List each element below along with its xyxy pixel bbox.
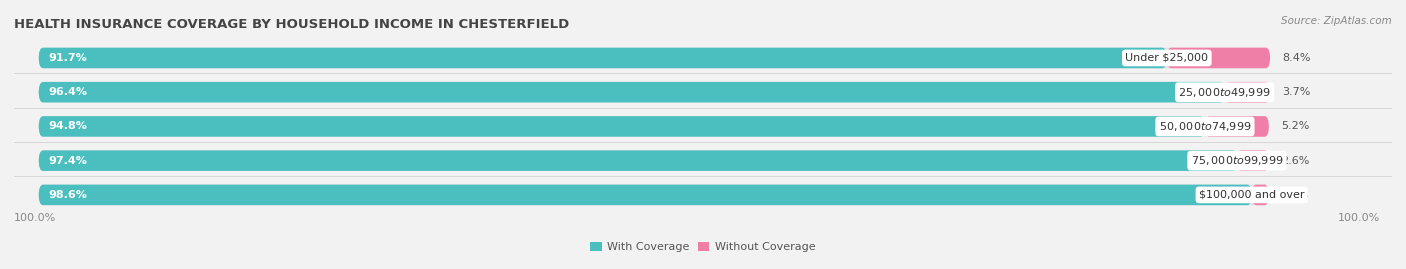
Legend: With Coverage, Without Coverage: With Coverage, Without Coverage xyxy=(586,237,820,256)
FancyBboxPatch shape xyxy=(39,185,1251,205)
FancyBboxPatch shape xyxy=(39,150,1268,171)
FancyBboxPatch shape xyxy=(1237,150,1268,171)
Text: 96.4%: 96.4% xyxy=(48,87,87,97)
FancyBboxPatch shape xyxy=(39,82,1268,102)
Text: 97.4%: 97.4% xyxy=(48,156,87,166)
Text: 98.6%: 98.6% xyxy=(48,190,87,200)
Text: HEALTH INSURANCE COVERAGE BY HOUSEHOLD INCOME IN CHESTERFIELD: HEALTH INSURANCE COVERAGE BY HOUSEHOLD I… xyxy=(14,18,569,31)
FancyBboxPatch shape xyxy=(1205,116,1268,137)
Text: 8.4%: 8.4% xyxy=(1282,53,1310,63)
FancyBboxPatch shape xyxy=(39,116,1268,137)
Text: 3.7%: 3.7% xyxy=(1282,87,1310,97)
Text: 94.8%: 94.8% xyxy=(48,121,87,132)
Text: 2.6%: 2.6% xyxy=(1281,156,1309,166)
FancyBboxPatch shape xyxy=(1225,82,1270,102)
Text: Under $25,000: Under $25,000 xyxy=(1125,53,1208,63)
Text: 1.4%: 1.4% xyxy=(1281,190,1309,200)
Text: $75,000 to $99,999: $75,000 to $99,999 xyxy=(1191,154,1284,167)
FancyBboxPatch shape xyxy=(39,116,1205,137)
FancyBboxPatch shape xyxy=(1167,48,1270,68)
FancyBboxPatch shape xyxy=(39,150,1237,171)
Text: 91.7%: 91.7% xyxy=(48,53,87,63)
FancyBboxPatch shape xyxy=(39,185,1268,205)
Text: 100.0%: 100.0% xyxy=(1337,213,1379,223)
Text: 5.2%: 5.2% xyxy=(1281,121,1309,132)
FancyBboxPatch shape xyxy=(1251,185,1268,205)
FancyBboxPatch shape xyxy=(39,48,1167,68)
Text: $50,000 to $74,999: $50,000 to $74,999 xyxy=(1159,120,1251,133)
FancyBboxPatch shape xyxy=(39,82,1225,102)
Text: Source: ZipAtlas.com: Source: ZipAtlas.com xyxy=(1281,16,1392,26)
Text: 100.0%: 100.0% xyxy=(14,213,56,223)
Text: $25,000 to $49,999: $25,000 to $49,999 xyxy=(1178,86,1271,99)
FancyBboxPatch shape xyxy=(39,48,1268,68)
Text: $100,000 and over: $100,000 and over xyxy=(1199,190,1305,200)
